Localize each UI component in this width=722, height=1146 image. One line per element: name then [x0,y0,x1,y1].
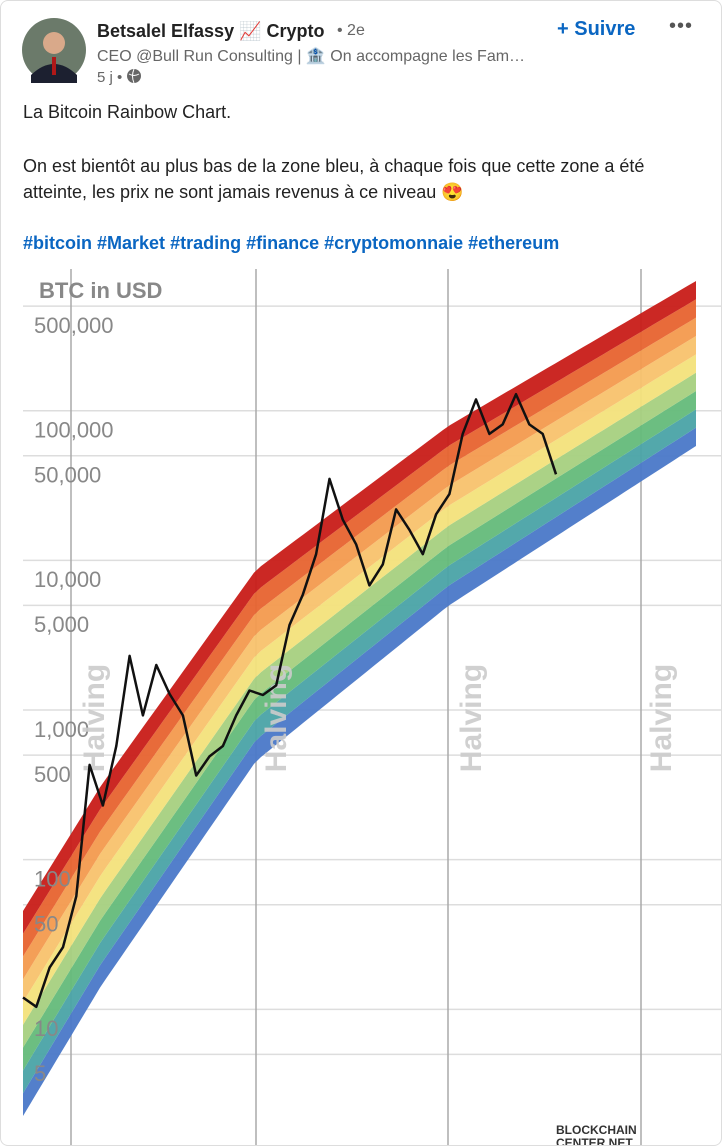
avatar[interactable] [21,17,87,83]
halving-label: Halving [455,664,488,772]
hashtag[interactable]: #Market [97,233,166,253]
y-tick-label: 1,000 [34,717,89,742]
chart: 500,000 100,000 50,000 10,000 5,000 1,000 500 1… [22,269,721,1145]
hashtags: #bitcoin #Market #trading #finance #cryptomo… [23,233,564,254]
y-tick-label: 50,000 [34,463,101,488]
y-tick-label: 100 [34,866,71,891]
hashtag[interactable]: #bitcoin [23,233,93,253]
more-button[interactable]: ••• [669,15,694,37]
y-tick-label: 500,000 [34,313,114,338]
connection-degree: • 2e [337,22,365,39]
post-text: La Bitcoin Rainbow Chart. [23,102,232,122]
y-tick-label: 10,000 [34,567,101,592]
watermark: BLOCKCHAIN [556,1123,637,1137]
y-axis-label: BTC in USD [39,278,162,303]
halving-label: Halving [645,664,678,772]
y-tick-label: 500 [34,762,71,787]
watermark: CENTER.NET [556,1136,633,1145]
headline: CEO @Bull Run Consulting | 🏦 On accompag… [97,48,526,65]
author-name[interactable]: Betsalel Elfassy 📈 Crypto [97,21,325,41]
post-text: On est bientôt au plus bas de la zone bl… [23,156,645,202]
y-tick-label: 100,000 [34,418,114,443]
hashtag[interactable]: #ethereum [468,233,560,253]
halving-label: Halving [78,664,111,772]
follow-button[interactable]: + Suivre [557,18,636,40]
y-tick-label: 50 [34,912,58,937]
y-tick-label: 5,000 [34,612,89,637]
price-line [22,392,558,1009]
hashtag[interactable]: #finance [246,233,320,253]
post-time: 5 j • [97,68,142,86]
y-tick-label: 10 [34,1016,58,1041]
y-tick-label: 5 [34,1061,46,1086]
time: 5 j • [97,69,123,86]
hashtag[interactable]: #cryptomonnaie [324,233,464,253]
globe-icon [127,68,142,84]
hashtag[interactable]: #trading [170,233,242,253]
